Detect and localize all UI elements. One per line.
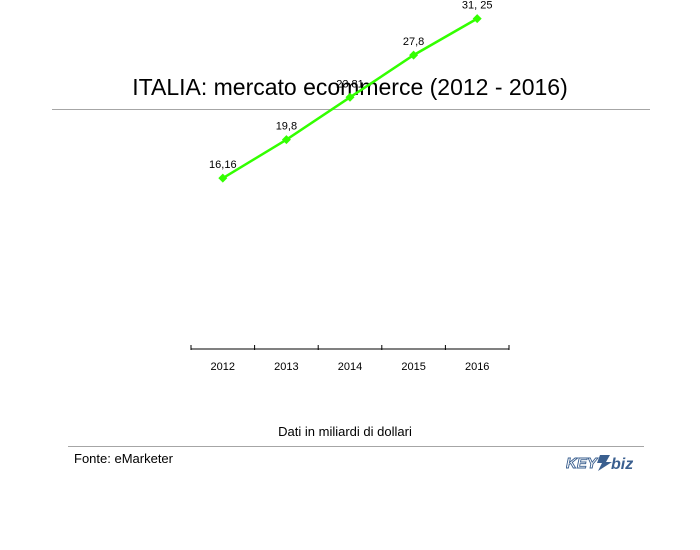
x-tick-label: 2013 bbox=[274, 361, 298, 373]
data-label: 27,8 bbox=[403, 36, 424, 48]
title-divider bbox=[52, 109, 650, 110]
source-label: Fonte: eMarketer bbox=[74, 451, 173, 466]
data-label: 31, 25 bbox=[462, 0, 493, 12]
data-label: 23,81 bbox=[336, 78, 364, 90]
units-note: Dati in miliardi di dollari bbox=[278, 424, 412, 439]
data-point bbox=[218, 173, 228, 183]
x-tick-label: 2015 bbox=[401, 361, 425, 373]
line-chart: 2012 2013 2014 2015 2016 16,16 19,8 23,81 27,8 3… bbox=[190, 0, 510, 373]
series-ecommerce: 16,16 19,8 23,81 27,8 31, 25 bbox=[209, 0, 492, 183]
svg-text:KEY: KEY bbox=[566, 455, 599, 472]
data-label: 16,16 bbox=[209, 159, 237, 171]
x-axis: 2012 2013 2014 2015 2016 bbox=[190, 345, 510, 373]
key4biz-logo: KEY biz bbox=[566, 455, 633, 473]
x-tick-label: 2016 bbox=[465, 361, 489, 373]
data-point bbox=[281, 135, 291, 145]
data-point bbox=[472, 14, 482, 24]
data-label: 19,8 bbox=[276, 121, 297, 133]
data-point bbox=[345, 92, 355, 102]
svg-text:biz: biz bbox=[611, 456, 633, 473]
footer-divider bbox=[68, 446, 644, 447]
x-tick-label: 2012 bbox=[211, 361, 235, 373]
x-tick-label: 2014 bbox=[338, 361, 362, 373]
data-point bbox=[409, 50, 419, 60]
